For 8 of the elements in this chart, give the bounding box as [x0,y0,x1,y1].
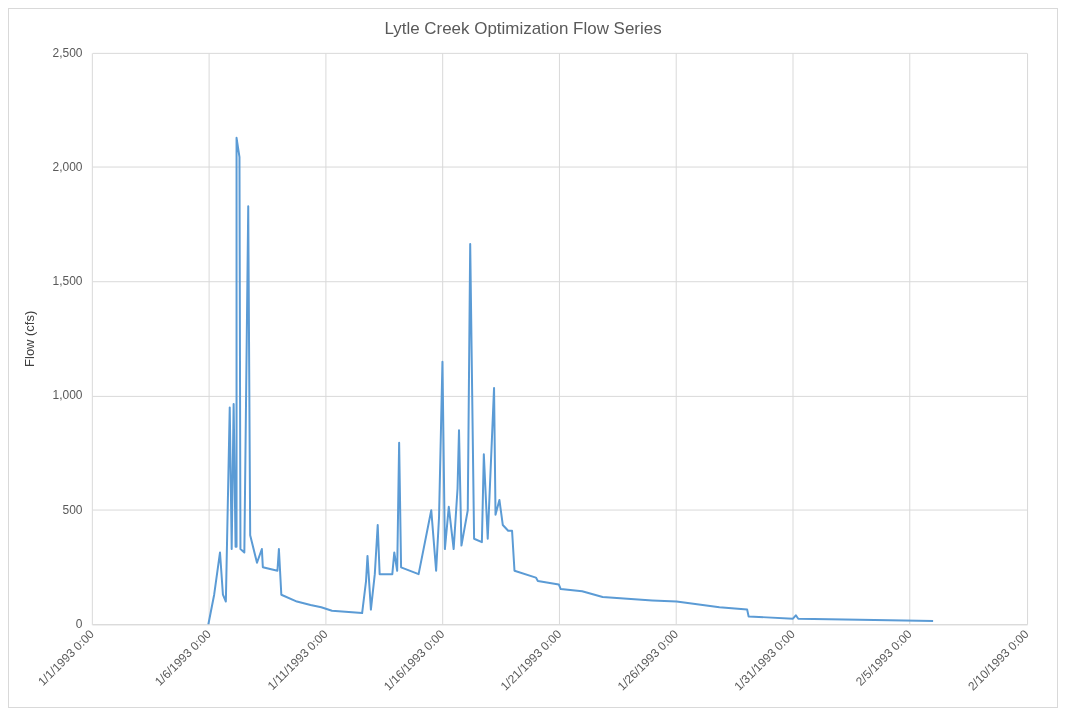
y-axis-title: Flow (cfs) [22,310,38,367]
y-tick-label: 2,000 [52,159,83,174]
y-tick-label: 1,000 [52,388,83,403]
y-tick-label: 2,500 [52,45,83,60]
y-tick-label: 0 [75,616,83,631]
y-tick-label: 500 [62,502,83,517]
y-tick-label: 1,500 [52,274,83,289]
chart-title: Lytle Creek Optimization Flow Series [384,18,662,38]
